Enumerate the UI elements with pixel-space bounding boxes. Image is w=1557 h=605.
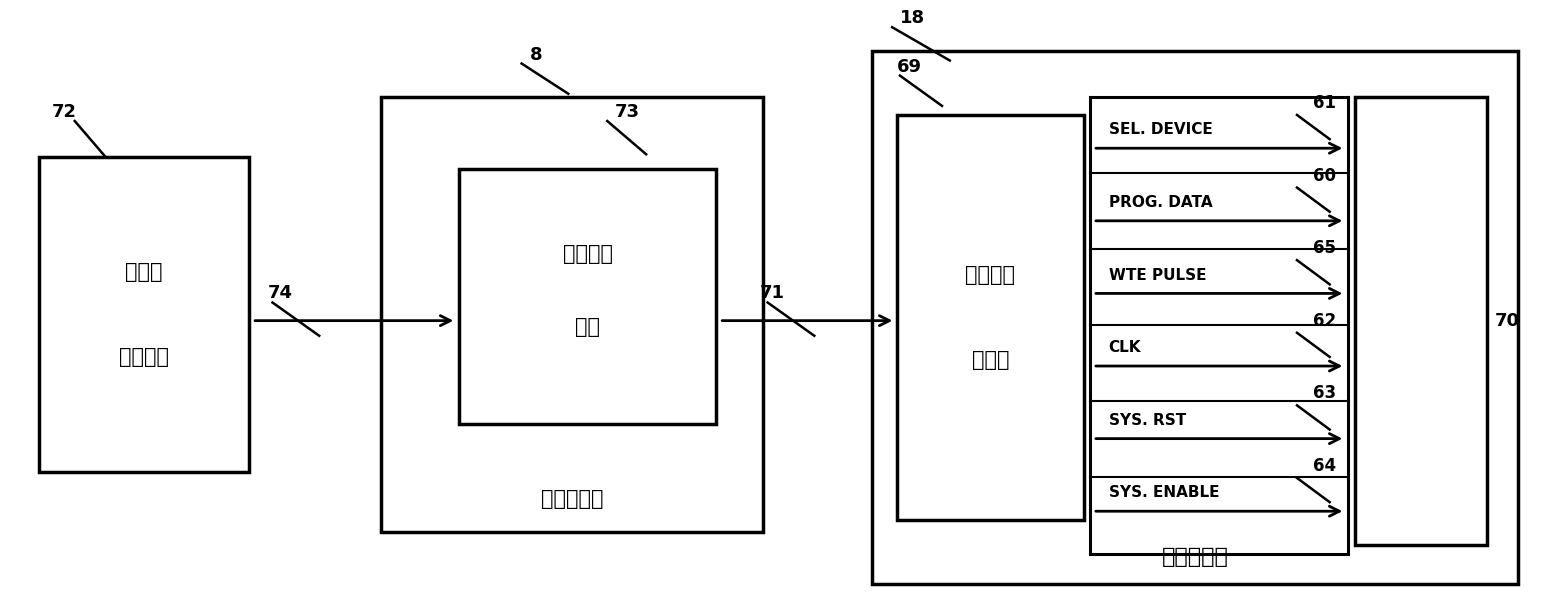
Text: 18: 18 — [900, 9, 925, 27]
Bar — [39, 157, 249, 472]
Bar — [872, 51, 1518, 584]
Bar — [897, 115, 1084, 520]
Text: 62: 62 — [1313, 312, 1336, 330]
Text: 70: 70 — [1495, 312, 1520, 330]
Text: 61: 61 — [1313, 94, 1336, 112]
Text: 设备程序: 设备程序 — [965, 265, 1015, 286]
Text: PROG. DATA: PROG. DATA — [1109, 195, 1213, 210]
Text: 计算机系统: 计算机系统 — [540, 489, 604, 509]
Text: 74: 74 — [268, 284, 293, 302]
Text: SYS. RST: SYS. RST — [1109, 413, 1186, 428]
Bar — [459, 169, 716, 424]
Text: CLK: CLK — [1109, 340, 1141, 355]
Bar — [1355, 97, 1487, 544]
Text: SEL. DEVICE: SEL. DEVICE — [1109, 122, 1213, 137]
Text: 初始化: 初始化 — [125, 262, 163, 283]
Text: 65: 65 — [1313, 239, 1336, 257]
Text: 64: 64 — [1313, 457, 1336, 475]
Text: WTE PULSE: WTE PULSE — [1109, 267, 1207, 283]
Text: 软件: 软件 — [575, 316, 601, 337]
Text: 8: 8 — [529, 45, 542, 64]
Text: 设备编程: 设备编程 — [562, 244, 613, 264]
Text: SYS. ENABLE: SYS. ENABLE — [1109, 485, 1219, 500]
Text: 数据文件: 数据文件 — [118, 347, 170, 367]
Text: 程序编制器: 程序编制器 — [1162, 546, 1228, 567]
Bar — [381, 97, 763, 532]
Text: 71: 71 — [760, 284, 785, 302]
Text: 72: 72 — [51, 103, 76, 121]
Text: 63: 63 — [1313, 384, 1336, 402]
Text: 60: 60 — [1313, 166, 1336, 185]
Text: 编制器: 编制器 — [972, 350, 1009, 370]
Text: 69: 69 — [897, 57, 922, 76]
Text: 73: 73 — [615, 103, 640, 121]
